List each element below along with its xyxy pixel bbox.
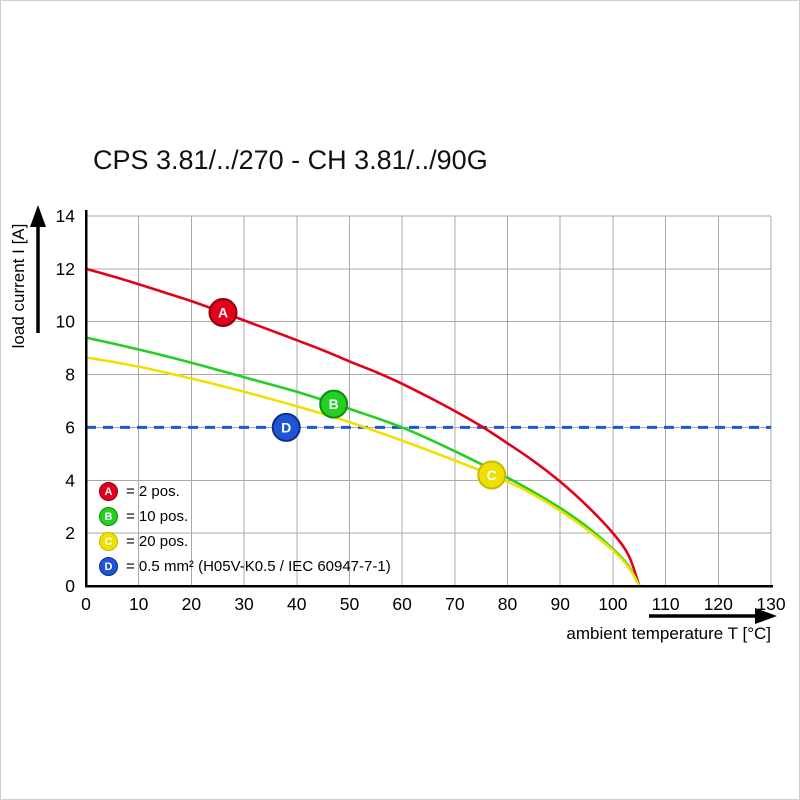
x-tick-label: 60 [392, 594, 412, 614]
legend-label-a: = 2 pos. [126, 483, 180, 500]
y-axis-arrow-icon [30, 205, 46, 333]
x-tick-label: 70 [445, 594, 465, 614]
y-tick-label: 10 [56, 312, 76, 332]
legend-item-c: C = 20 pos. [99, 529, 391, 554]
curve-marker-c: C [477, 460, 507, 490]
x-tick-label: 10 [129, 594, 149, 614]
y-tick-label: 2 [65, 523, 75, 543]
svg-text:C: C [487, 467, 497, 483]
legend-item-a: A = 2 pos. [99, 479, 391, 504]
legend-marker-d-icon: D [99, 557, 118, 576]
x-tick-label: 80 [498, 594, 518, 614]
curve-marker-d: D [271, 412, 301, 442]
legend-label-b: = 10 pos. [126, 508, 189, 525]
legend: A = 2 pos. B = 10 pos. C = 20 pos. D = 0… [99, 479, 391, 579]
legend-marker-b-icon: B [99, 507, 118, 526]
svg-text:B: B [329, 396, 339, 412]
x-tick-label: 40 [287, 594, 307, 614]
x-tick-label: 0 [81, 594, 91, 614]
chart-title: CPS 3.81/../270 - CH 3.81/../90G [93, 145, 488, 175]
legend-marker-c-icon: C [99, 532, 118, 551]
x-axis-arrow-icon [649, 608, 777, 624]
x-tick-label: 50 [340, 594, 360, 614]
y-tick-label: 8 [65, 365, 75, 385]
x-tick-label: 130 [756, 594, 785, 614]
legend-item-d: D = 0.5 mm² (H05V-K0.5 / IEC 60947-7-1) [99, 554, 391, 579]
svg-text:A: A [218, 304, 228, 320]
y-tick-label: 0 [65, 576, 75, 596]
legend-marker-a-icon: A [99, 482, 118, 501]
legend-label-d: = 0.5 mm² (H05V-K0.5 / IEC 60947-7-1) [126, 558, 391, 575]
y-tick-label: 6 [65, 417, 75, 437]
svg-text:D: D [281, 419, 291, 435]
x-tick-label: 100 [598, 594, 627, 614]
legend-label-c: = 20 pos. [126, 533, 189, 550]
y-tick-label: 12 [56, 259, 75, 279]
x-tick-label: 110 [652, 594, 680, 614]
x-tick-label: 20 [182, 594, 202, 614]
x-tick-label: 120 [704, 594, 733, 614]
x-tick-label: 30 [234, 594, 254, 614]
legend-item-b: B = 10 pos. [99, 504, 391, 529]
x-tick-label: 90 [550, 594, 570, 614]
y-tick-label: 4 [65, 470, 75, 490]
x-axis-label: ambient temperature T [°C] [566, 624, 771, 643]
curve-marker-b: B [319, 389, 349, 419]
y-tick-label: 14 [56, 206, 76, 226]
curve-marker-a: A [208, 297, 238, 327]
